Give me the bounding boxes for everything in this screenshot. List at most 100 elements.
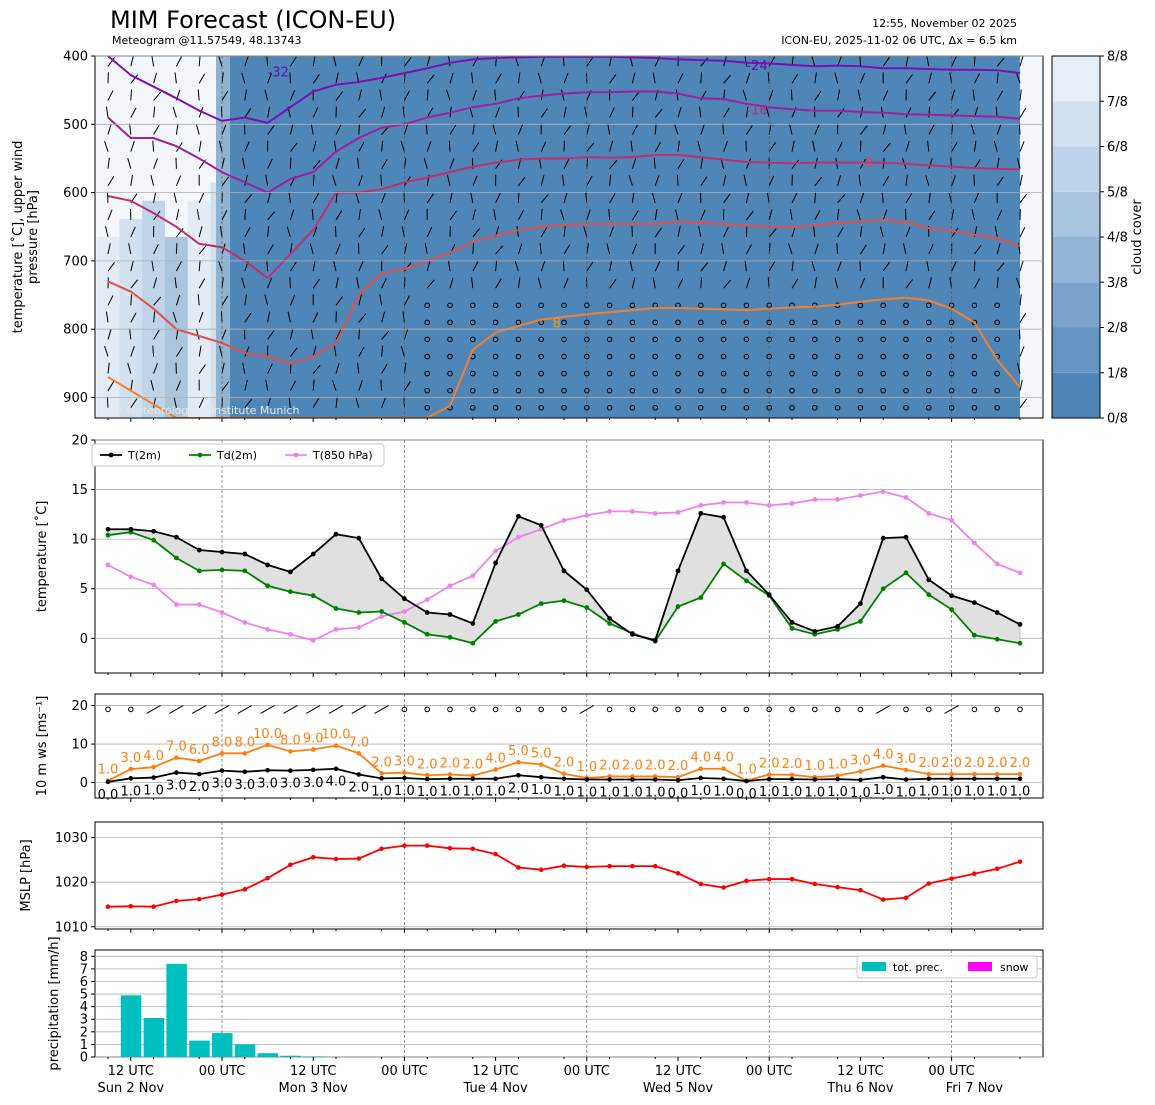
data-point	[538, 601, 544, 606]
wind-barb	[267, 363, 273, 374]
wind-calm	[743, 336, 750, 343]
wind-calm	[994, 336, 1001, 343]
wind-barb	[335, 124, 342, 135]
wind-barb	[1018, 123, 1021, 135]
wind-barb	[1016, 157, 1021, 169]
colorbar-cell	[1052, 146, 1100, 192]
wind-barb	[563, 192, 568, 203]
wind-barb	[244, 294, 247, 306]
data-label: 4.0	[690, 751, 711, 766]
wind-barb	[244, 346, 250, 357]
wind-barb	[563, 244, 571, 255]
wind-barb	[378, 209, 383, 221]
wind-barb	[243, 243, 246, 255]
wind-barb	[173, 396, 177, 408]
wind-barb	[1018, 328, 1021, 340]
wind-barb	[563, 72, 569, 84]
wind-calm	[812, 353, 818, 360]
wind-calm	[447, 302, 453, 309]
wind-barb	[130, 74, 139, 84]
wind-barb	[859, 158, 866, 169]
wind-barb	[355, 192, 360, 203]
wind-barb	[265, 379, 269, 391]
wind-barb	[153, 363, 158, 374]
wind-calm	[606, 404, 613, 411]
wind-barb	[745, 244, 752, 255]
wind-barb	[723, 193, 731, 204]
data-label: 3.0	[850, 753, 871, 768]
data-label: 3.0	[896, 752, 917, 767]
wind-calm	[971, 404, 978, 411]
wind-barb	[312, 345, 317, 357]
wind-barb	[723, 226, 729, 238]
data-point	[105, 532, 111, 538]
wind-barb	[768, 175, 775, 186]
data-point	[402, 596, 407, 602]
data-point	[242, 620, 248, 625]
wind-calm	[857, 387, 864, 394]
data-point	[265, 626, 270, 632]
wind-barb	[242, 362, 246, 374]
wind-barb	[198, 245, 207, 255]
upper-air-ylabel: pressure [hPa]	[26, 190, 41, 284]
wind-calm	[743, 370, 750, 377]
data-label: 1.0	[804, 759, 825, 774]
wind-barb	[651, 192, 656, 203]
date-label: Wed 5 Nov	[643, 1081, 714, 1096]
wind-barb	[677, 226, 681, 238]
data-point	[516, 612, 521, 617]
x-tick-label: 00 UTC	[746, 1064, 792, 1079]
wind-calm	[561, 370, 567, 377]
wind-barb	[244, 89, 247, 101]
wind-barb	[472, 89, 477, 101]
wind-barb	[358, 108, 367, 118]
wind-barb	[742, 89, 747, 101]
wind-calm	[880, 387, 887, 394]
wind-barb	[107, 243, 111, 255]
wind-calm	[515, 387, 522, 394]
data-label: 3.0	[280, 777, 301, 792]
data-point	[1017, 859, 1023, 864]
wind-barb	[860, 125, 868, 135]
wind-barb	[654, 141, 662, 152]
data-point	[607, 621, 612, 626]
precip-bar	[212, 1033, 233, 1057]
wind-barb	[631, 277, 636, 289]
wind-calm	[515, 336, 522, 343]
contour-label: -24	[746, 59, 767, 74]
data-point	[766, 776, 772, 782]
wind-barb	[926, 56, 930, 67]
wind-barb	[994, 226, 998, 238]
data-point	[379, 776, 384, 781]
wind-barb	[198, 140, 202, 152]
wind-barb	[381, 226, 385, 238]
wind-barb	[951, 141, 958, 152]
data-point	[288, 631, 293, 637]
data-point	[789, 772, 795, 778]
wind-barb	[244, 227, 251, 238]
wind-barb	[562, 260, 565, 272]
wind-calm	[880, 319, 887, 326]
wind-barb	[426, 74, 435, 84]
wind-barb	[267, 158, 273, 169]
wind-barb	[198, 192, 205, 204]
cloud-edge	[216, 56, 230, 418]
wind-calm	[971, 336, 978, 343]
wind-barb	[517, 243, 523, 255]
wind-barb	[926, 260, 930, 272]
wind-barb	[381, 330, 390, 340]
wind-barb	[402, 106, 405, 118]
wind-barb	[1016, 72, 1021, 84]
data-label: 2.0	[668, 759, 689, 774]
wind-barb	[606, 243, 611, 255]
data-point	[265, 742, 270, 748]
data-point	[219, 751, 225, 756]
data-point	[744, 500, 749, 505]
data-point	[402, 775, 407, 781]
wind-barb	[196, 209, 200, 221]
data-point	[538, 867, 544, 873]
data-label: 1.0	[554, 785, 575, 800]
colorbar-tick-label: 0/8	[1107, 412, 1128, 427]
wind-calm	[538, 302, 545, 309]
wind-calm	[766, 404, 773, 411]
